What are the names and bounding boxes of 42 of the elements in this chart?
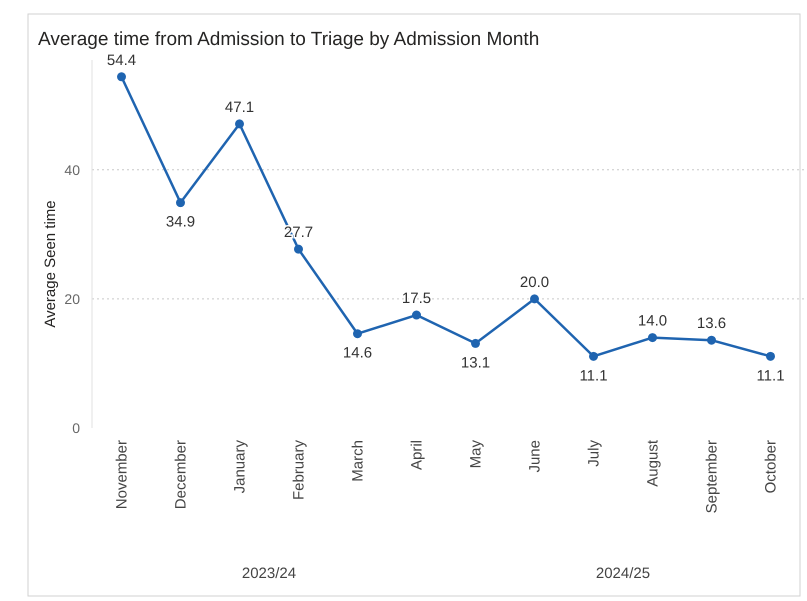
x-tick-label: May bbox=[468, 440, 484, 468]
x-tick-label: December bbox=[172, 440, 190, 510]
point bbox=[589, 352, 598, 361]
text: 20.0 bbox=[520, 274, 550, 291]
x-tick-label: April bbox=[408, 440, 426, 470]
text: 47.1 bbox=[224, 98, 254, 116]
y-tick-label: 0 bbox=[72, 420, 80, 436]
text: 13.6 bbox=[696, 315, 726, 332]
chart-title: Average time from Admission to Triage by Admission Month bbox=[38, 29, 540, 50]
text: 2024/25 bbox=[596, 565, 650, 582]
point bbox=[117, 72, 126, 82]
text: 34.9 bbox=[166, 214, 196, 231]
text: 2023/24 bbox=[242, 565, 296, 582]
x-tick-label: November bbox=[114, 440, 130, 510]
text: 14.0 bbox=[638, 312, 668, 330]
text: 54.4 bbox=[106, 52, 136, 69]
x-tick-label: January bbox=[232, 440, 248, 494]
text: 17.5 bbox=[402, 290, 432, 308]
point bbox=[294, 244, 303, 254]
point bbox=[353, 329, 362, 338]
text: 11.1 bbox=[756, 367, 785, 384]
text: 14.6 bbox=[342, 344, 372, 362]
x-tick-label: February bbox=[290, 440, 308, 500]
point bbox=[766, 352, 775, 361]
x-tick-label: September bbox=[704, 440, 720, 514]
point bbox=[412, 310, 421, 320]
point bbox=[235, 119, 244, 128]
x-tick-label: July bbox=[586, 440, 602, 467]
point bbox=[530, 294, 539, 304]
y-axis-title: Average Seen time bbox=[42, 200, 59, 328]
point bbox=[471, 338, 480, 348]
point bbox=[707, 336, 716, 345]
x-tick-label: October bbox=[762, 440, 780, 494]
text: 13.1 bbox=[460, 354, 490, 372]
point bbox=[176, 198, 185, 208]
y-tick-label: 40 bbox=[64, 162, 80, 178]
x-tick-label: June bbox=[526, 440, 544, 473]
x-tick-label: August bbox=[644, 439, 662, 487]
text: 11.1 bbox=[579, 367, 608, 384]
y-tick-label: 20 bbox=[64, 290, 80, 307]
point bbox=[648, 333, 657, 342]
x-tick-label: March bbox=[350, 440, 366, 482]
